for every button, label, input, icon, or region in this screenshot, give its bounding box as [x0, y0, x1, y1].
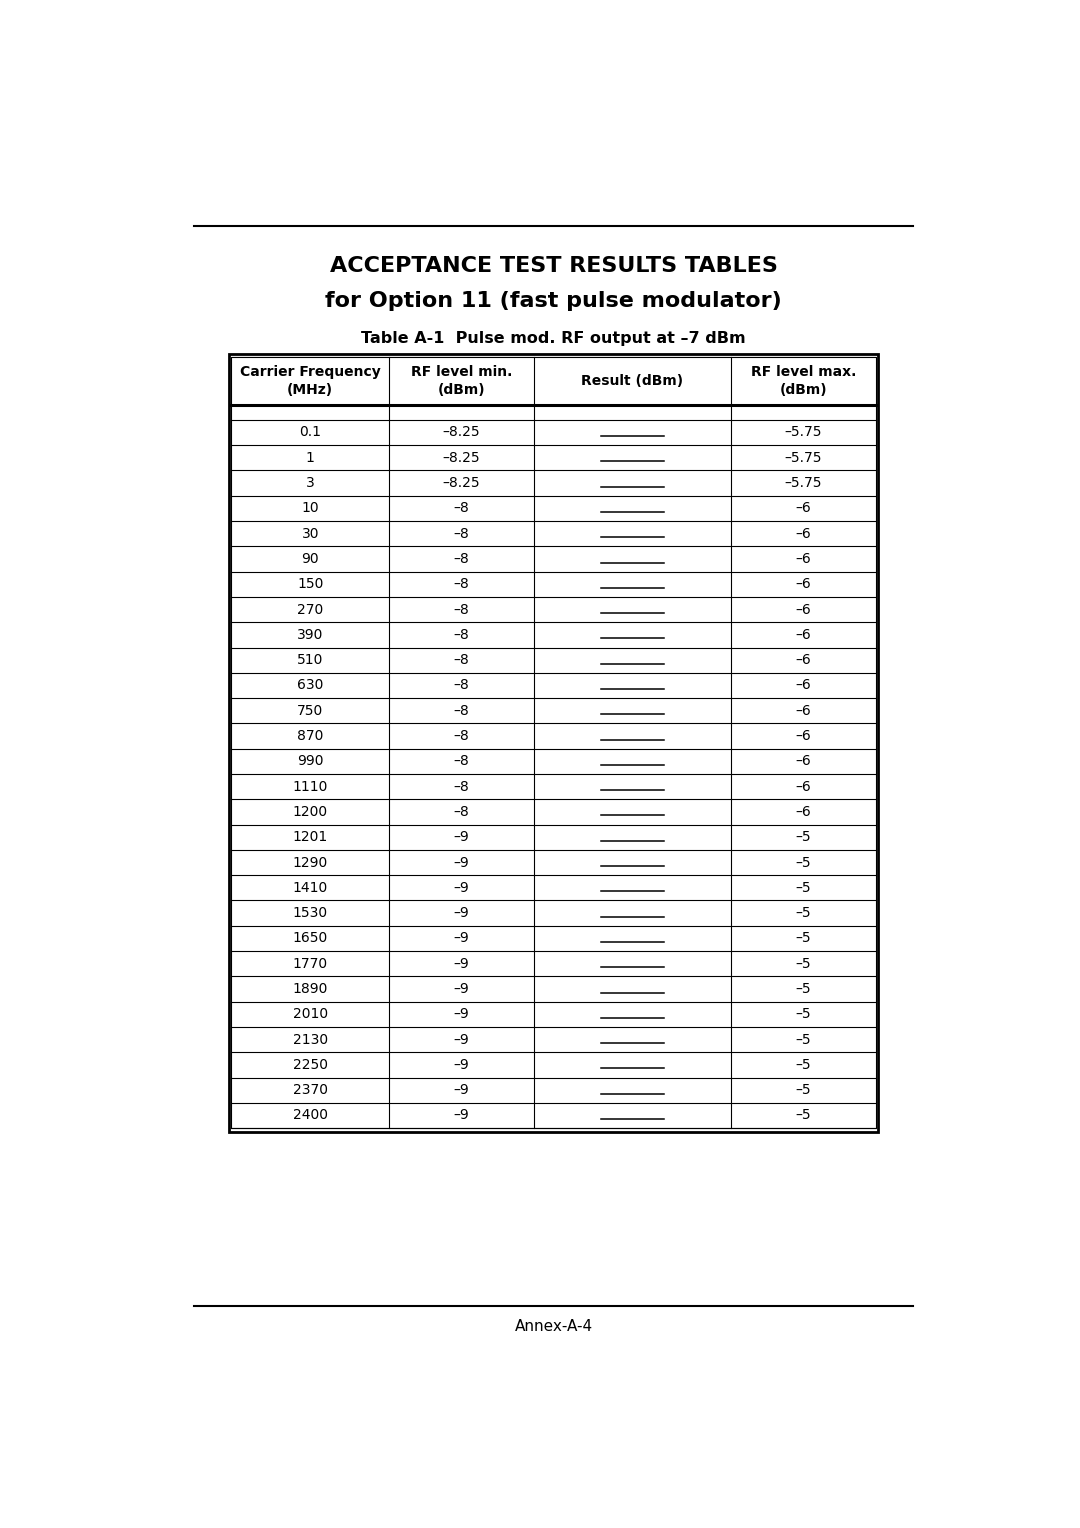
Text: –5: –5	[796, 1083, 811, 1097]
Text: –9: –9	[454, 1108, 470, 1123]
Text: 1890: 1890	[293, 983, 328, 996]
Text: –8: –8	[454, 805, 470, 819]
Text: –8: –8	[454, 755, 470, 769]
Text: 1110: 1110	[293, 779, 328, 793]
Text: –9: –9	[454, 957, 470, 970]
Text: –9: –9	[454, 932, 470, 946]
Text: 2010: 2010	[293, 1007, 327, 1021]
Text: 90: 90	[301, 552, 319, 565]
Text: –6: –6	[795, 805, 811, 819]
Text: –9: –9	[454, 1033, 470, 1047]
Text: 1530: 1530	[293, 906, 327, 920]
Bar	[231, 358, 876, 405]
Text: –6: –6	[795, 779, 811, 793]
Text: –5.75: –5.75	[784, 477, 822, 490]
Text: –5.75: –5.75	[784, 451, 822, 465]
Text: 2130: 2130	[293, 1033, 327, 1047]
Text: Table A-1  Pulse mod. RF output at –7 dBm: Table A-1 Pulse mod. RF output at –7 dBm	[361, 332, 746, 347]
Text: –6: –6	[795, 602, 811, 617]
Text: –5.75: –5.75	[784, 425, 822, 440]
Text: 1650: 1650	[293, 932, 328, 946]
Text: –5: –5	[796, 1033, 811, 1047]
Text: –5: –5	[796, 957, 811, 970]
Text: –9: –9	[454, 1083, 470, 1097]
Text: –8: –8	[454, 628, 470, 642]
Text: –5: –5	[796, 880, 811, 895]
Text: –8: –8	[454, 729, 470, 743]
Text: –6: –6	[795, 501, 811, 515]
Text: –8: –8	[454, 779, 470, 793]
Text: –6: –6	[795, 704, 811, 718]
Text: 30: 30	[301, 527, 319, 541]
Text: 1290: 1290	[293, 856, 328, 869]
Text: –6: –6	[795, 729, 811, 743]
Text: –6: –6	[795, 678, 811, 692]
Text: –8: –8	[454, 527, 470, 541]
Text: 2250: 2250	[293, 1057, 327, 1073]
Text: for Option 11 (fast pulse modulator): for Option 11 (fast pulse modulator)	[325, 290, 782, 312]
Text: 1201: 1201	[293, 830, 328, 845]
Text: –5: –5	[796, 983, 811, 996]
Text: 750: 750	[297, 704, 323, 718]
Text: 2400: 2400	[293, 1108, 327, 1123]
Text: –9: –9	[454, 1057, 470, 1073]
Text: –8: –8	[454, 652, 470, 668]
Text: –9: –9	[454, 830, 470, 845]
Text: –6: –6	[795, 652, 811, 668]
Text: 1410: 1410	[293, 880, 328, 895]
Text: –9: –9	[454, 1007, 470, 1021]
Text: –8.25: –8.25	[443, 451, 481, 465]
Text: –8: –8	[454, 704, 470, 718]
Text: 3: 3	[306, 477, 314, 490]
Text: –6: –6	[795, 578, 811, 591]
Text: –5: –5	[796, 856, 811, 869]
Text: –8: –8	[454, 552, 470, 565]
Text: –6: –6	[795, 552, 811, 565]
Text: –5: –5	[796, 1108, 811, 1123]
Text: –9: –9	[454, 880, 470, 895]
Text: –6: –6	[795, 527, 811, 541]
Text: –8: –8	[454, 602, 470, 617]
Text: 10: 10	[301, 501, 319, 515]
Text: RF level min.
(dBm): RF level min. (dBm)	[411, 365, 512, 397]
Text: 510: 510	[297, 652, 323, 668]
Text: RF level max.
(dBm): RF level max. (dBm)	[751, 365, 856, 397]
Text: 990: 990	[297, 755, 323, 769]
Text: –8: –8	[454, 678, 470, 692]
Text: –8.25: –8.25	[443, 477, 481, 490]
Text: –8: –8	[454, 578, 470, 591]
Text: Result (dBm): Result (dBm)	[581, 374, 684, 388]
Text: 870: 870	[297, 729, 323, 743]
Text: –8.25: –8.25	[443, 425, 481, 440]
Bar	[231, 358, 876, 1128]
Text: –6: –6	[795, 628, 811, 642]
Text: 0.1: 0.1	[299, 425, 321, 440]
Bar	[229, 354, 878, 1132]
Text: –6: –6	[795, 755, 811, 769]
Text: –9: –9	[454, 906, 470, 920]
Text: –5: –5	[796, 830, 811, 845]
Text: –8: –8	[454, 501, 470, 515]
Text: 2370: 2370	[293, 1083, 327, 1097]
Text: 1770: 1770	[293, 957, 327, 970]
Text: 1200: 1200	[293, 805, 327, 819]
Text: –9: –9	[454, 983, 470, 996]
Text: ACCEPTANCE TEST RESULTS TABLES: ACCEPTANCE TEST RESULTS TABLES	[329, 255, 778, 275]
Text: 1: 1	[306, 451, 314, 465]
Text: –5: –5	[796, 1057, 811, 1073]
Text: Carrier Frequency
(MHz): Carrier Frequency (MHz)	[240, 365, 380, 397]
Text: 630: 630	[297, 678, 323, 692]
Text: Annex-A-4: Annex-A-4	[514, 1320, 593, 1334]
Text: 270: 270	[297, 602, 323, 617]
Text: –5: –5	[796, 906, 811, 920]
Text: –5: –5	[796, 1007, 811, 1021]
Text: –9: –9	[454, 856, 470, 869]
Text: –5: –5	[796, 932, 811, 946]
Text: 390: 390	[297, 628, 323, 642]
Text: 150: 150	[297, 578, 323, 591]
